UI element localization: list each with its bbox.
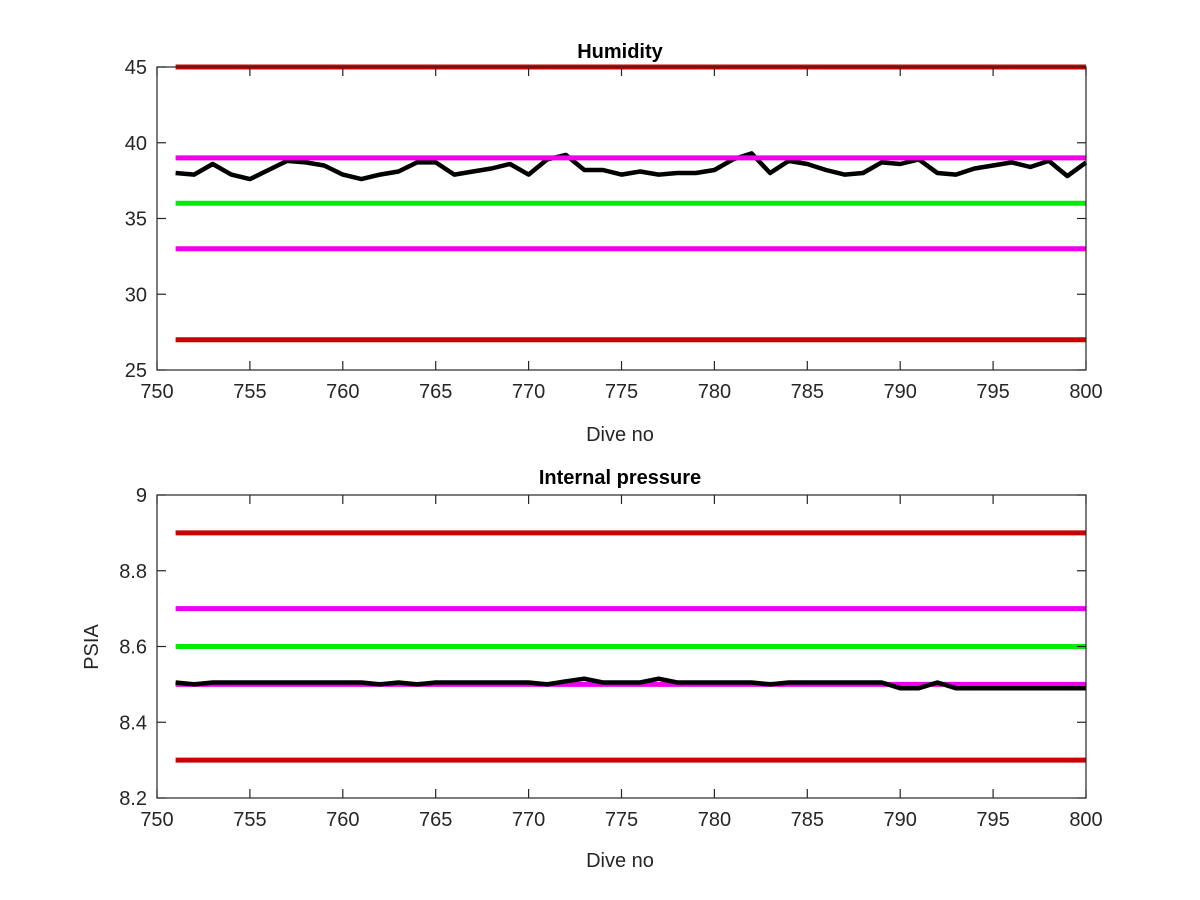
x-axis-label: Dive no [586, 850, 654, 872]
plot-area [175, 530, 1086, 763]
x-tick-label: 795 [976, 809, 1009, 831]
x-tick-label: 800 [1069, 809, 1102, 831]
axis-ticks: 750 755 760 765 770 775 780 785 790 795 800 8.2 8.4 8… [119, 485, 1103, 831]
chart-title: Internal pressure [539, 467, 701, 489]
measured-series-line [175, 151, 1088, 182]
x-tick-label: 785 [791, 381, 824, 403]
y-tick-label: 8.6 [119, 637, 147, 659]
y-tick-label: 9 [136, 485, 147, 507]
x-tick-label: 765 [419, 381, 452, 403]
humidity-chart: Humidity Dive no 750 755 760 765 770 775 780 78… [125, 41, 1103, 446]
y-tick-label: 25 [125, 360, 147, 382]
axes-box [156, 66, 1087, 371]
x-tick-label: 765 [419, 809, 452, 831]
internal-pressure-chart: Internal pressure Dive no PSIA 750 755 760… [81, 467, 1103, 872]
y-tick-label: 45 [125, 57, 147, 79]
x-tick-label: 755 [233, 809, 266, 831]
x-tick-label: 770 [512, 809, 545, 831]
x-tick-label: 775 [605, 809, 638, 831]
x-tick-label: 800 [1069, 381, 1102, 403]
measured-series-line [175, 676, 1086, 691]
x-tick-label: 780 [698, 381, 731, 403]
x-tick-label: 785 [791, 809, 824, 831]
y-tick-label: 30 [125, 284, 147, 306]
y-tick-label: 35 [125, 209, 147, 231]
y-tick-label: 8.8 [119, 561, 147, 583]
x-tick-label: 755 [233, 381, 266, 403]
x-tick-label: 790 [884, 381, 917, 403]
x-tick-label: 750 [140, 381, 173, 403]
x-axis-label: Dive no [586, 424, 654, 446]
x-tick-label: 760 [326, 381, 359, 403]
chart-title: Humidity [577, 41, 663, 63]
x-tick-label: 780 [698, 809, 731, 831]
x-tick-label: 795 [976, 381, 1009, 403]
y-tick-label: 8.4 [119, 712, 147, 734]
y-tick-label: 8.2 [119, 788, 147, 810]
y-tick-label: 40 [125, 133, 147, 155]
x-tick-label: 770 [512, 381, 545, 403]
x-tick-label: 790 [884, 809, 917, 831]
y-axis-label: PSIA [81, 624, 103, 670]
x-tick-label: 750 [140, 809, 173, 831]
axis-ticks: 750 755 760 765 770 775 780 785 790 795 800 25 30 35 4… [125, 57, 1103, 403]
x-tick-label: 775 [605, 381, 638, 403]
axes-box [156, 494, 1087, 799]
x-tick-label: 760 [326, 809, 359, 831]
